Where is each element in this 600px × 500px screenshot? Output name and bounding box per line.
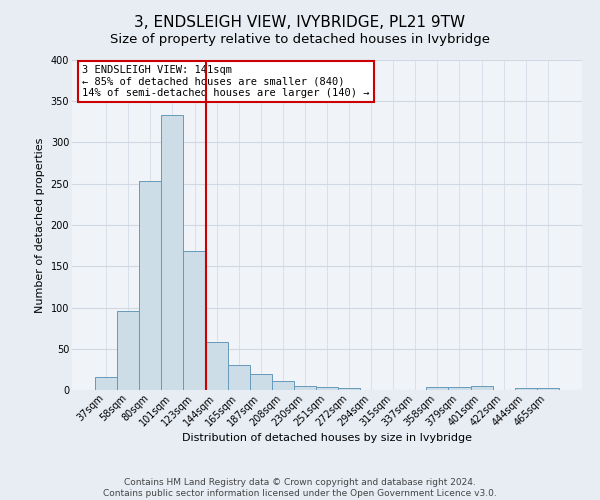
Bar bbox=[184, 252, 206, 390]
Text: Contains HM Land Registry data © Crown copyright and database right 2024.
Contai: Contains HM Land Registry data © Crown c… bbox=[103, 478, 497, 498]
Bar bbox=[250, 374, 272, 390]
Bar bbox=[515, 388, 537, 390]
Bar bbox=[206, 342, 227, 390]
Bar bbox=[294, 386, 316, 390]
Text: 3, ENDSLEIGH VIEW, IVYBRIDGE, PL21 9TW: 3, ENDSLEIGH VIEW, IVYBRIDGE, PL21 9TW bbox=[134, 15, 466, 30]
Bar bbox=[227, 365, 250, 390]
Bar bbox=[448, 386, 470, 390]
Bar bbox=[139, 182, 161, 390]
Bar bbox=[272, 381, 294, 390]
Text: 3 ENDSLEIGH VIEW: 141sqm
← 85% of detached houses are smaller (840)
14% of semi-: 3 ENDSLEIGH VIEW: 141sqm ← 85% of detach… bbox=[82, 65, 370, 98]
Bar bbox=[117, 311, 139, 390]
Y-axis label: Number of detached properties: Number of detached properties bbox=[35, 138, 45, 312]
Bar bbox=[537, 388, 559, 390]
Bar bbox=[427, 386, 448, 390]
Bar bbox=[316, 386, 338, 390]
Bar bbox=[95, 377, 117, 390]
Bar bbox=[161, 116, 184, 390]
Bar bbox=[470, 386, 493, 390]
X-axis label: Distribution of detached houses by size in Ivybridge: Distribution of detached houses by size … bbox=[182, 434, 472, 444]
Text: Size of property relative to detached houses in Ivybridge: Size of property relative to detached ho… bbox=[110, 32, 490, 46]
Bar bbox=[338, 388, 360, 390]
